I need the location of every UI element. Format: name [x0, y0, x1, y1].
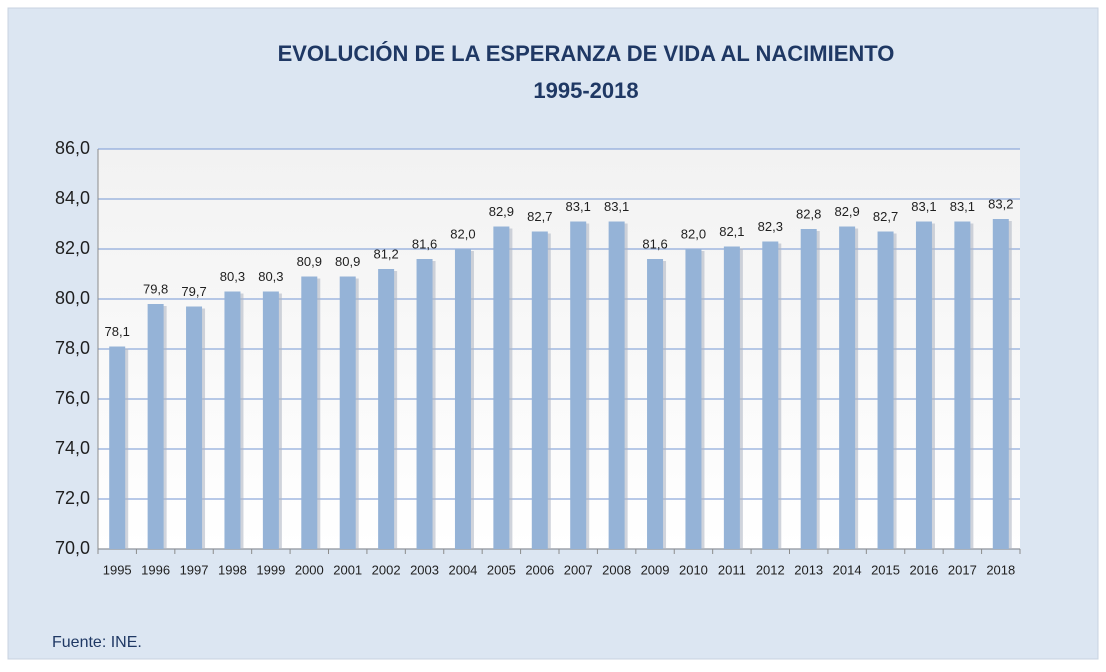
- x-tick-label: 2005: [487, 562, 516, 577]
- bar: [723, 246, 740, 549]
- x-tick-label: 2017: [948, 562, 977, 577]
- bar: [454, 249, 471, 549]
- data-label: 83,2: [988, 196, 1013, 211]
- bar: [800, 229, 817, 549]
- x-tick-label: 2018: [986, 562, 1015, 577]
- data-label: 82,7: [527, 209, 552, 224]
- y-tick-label: 70,0: [55, 538, 90, 558]
- x-tick-label: 2000: [295, 562, 324, 577]
- y-tick-label: 74,0: [55, 438, 90, 458]
- bar: [877, 231, 894, 549]
- bar: [647, 259, 664, 549]
- data-label: 82,9: [834, 204, 859, 219]
- x-tick-label: 2003: [410, 562, 439, 577]
- bar: [570, 221, 587, 549]
- data-label: 79,8: [143, 281, 168, 296]
- bar: [493, 226, 510, 549]
- data-label: 81,6: [412, 236, 437, 251]
- y-tick-label: 76,0: [55, 388, 90, 408]
- data-label: 81,6: [642, 236, 667, 251]
- y-tick-label: 82,0: [55, 238, 90, 258]
- x-tick-label: 2001: [333, 562, 362, 577]
- bar: [915, 221, 932, 549]
- x-tick-label: 2002: [372, 562, 401, 577]
- data-label: 82,0: [450, 226, 475, 241]
- y-tick-label: 86,0: [55, 138, 90, 158]
- x-tick-label: 2015: [871, 562, 900, 577]
- bar: [992, 219, 1009, 549]
- x-tick-label: 1995: [103, 562, 132, 577]
- x-tick-label: 2013: [794, 562, 823, 577]
- data-label: 82,9: [489, 204, 514, 219]
- data-label: 82,3: [758, 219, 783, 234]
- data-label: 81,2: [373, 246, 398, 261]
- bar: [186, 306, 203, 549]
- data-label: 78,1: [105, 324, 130, 339]
- data-label: 79,7: [181, 284, 206, 299]
- x-tick-label: 2016: [909, 562, 938, 577]
- chart-subtitle: 1995-2018: [533, 78, 638, 103]
- bar: [762, 241, 779, 549]
- y-tick-label: 84,0: [55, 188, 90, 208]
- chart-title: EVOLUCIÓN DE LA ESPERANZA DE VIDA AL NAC…: [278, 41, 895, 66]
- data-label: 80,9: [335, 254, 360, 269]
- bar: [685, 249, 702, 549]
- x-tick-label: 1996: [141, 562, 170, 577]
- x-tick-label: 1998: [218, 562, 247, 577]
- x-tick-label: 2006: [525, 562, 554, 577]
- y-tick-label: 78,0: [55, 338, 90, 358]
- bar: [109, 346, 126, 549]
- data-label: 82,1: [719, 224, 744, 239]
- bar: [224, 291, 241, 549]
- bar: [301, 276, 318, 549]
- bar: [954, 221, 971, 549]
- data-label: 82,7: [873, 209, 898, 224]
- data-label: 80,3: [220, 269, 245, 284]
- data-label: 83,1: [911, 199, 936, 214]
- bar: [531, 231, 548, 549]
- data-label: 82,0: [681, 226, 706, 241]
- data-label: 82,8: [796, 206, 821, 221]
- x-tick-label: 1997: [180, 562, 209, 577]
- bar: [839, 226, 856, 549]
- x-tick-label: 2004: [448, 562, 477, 577]
- x-tick-label: 2008: [602, 562, 631, 577]
- y-tick-label: 80,0: [55, 288, 90, 308]
- data-label: 83,1: [950, 199, 975, 214]
- bar: [262, 291, 279, 549]
- x-tick-label: 2012: [756, 562, 785, 577]
- bar: [339, 276, 356, 549]
- x-tick-label: 2007: [564, 562, 593, 577]
- y-tick-label: 72,0: [55, 488, 90, 508]
- bar: [608, 221, 625, 549]
- data-label: 80,9: [297, 254, 322, 269]
- x-tick-label: 2009: [641, 562, 670, 577]
- x-tick-label: 2010: [679, 562, 708, 577]
- source-note: Fuente: INE.: [52, 634, 142, 651]
- bar: [416, 259, 433, 549]
- x-tick-label: 2011: [718, 562, 746, 577]
- x-tick-label: 2014: [833, 562, 862, 577]
- bar: [147, 304, 164, 549]
- data-label: 83,1: [604, 199, 629, 214]
- data-label: 80,3: [258, 269, 283, 284]
- bar: [378, 269, 395, 549]
- data-label: 83,1: [566, 199, 591, 214]
- x-tick-label: 1999: [256, 562, 285, 577]
